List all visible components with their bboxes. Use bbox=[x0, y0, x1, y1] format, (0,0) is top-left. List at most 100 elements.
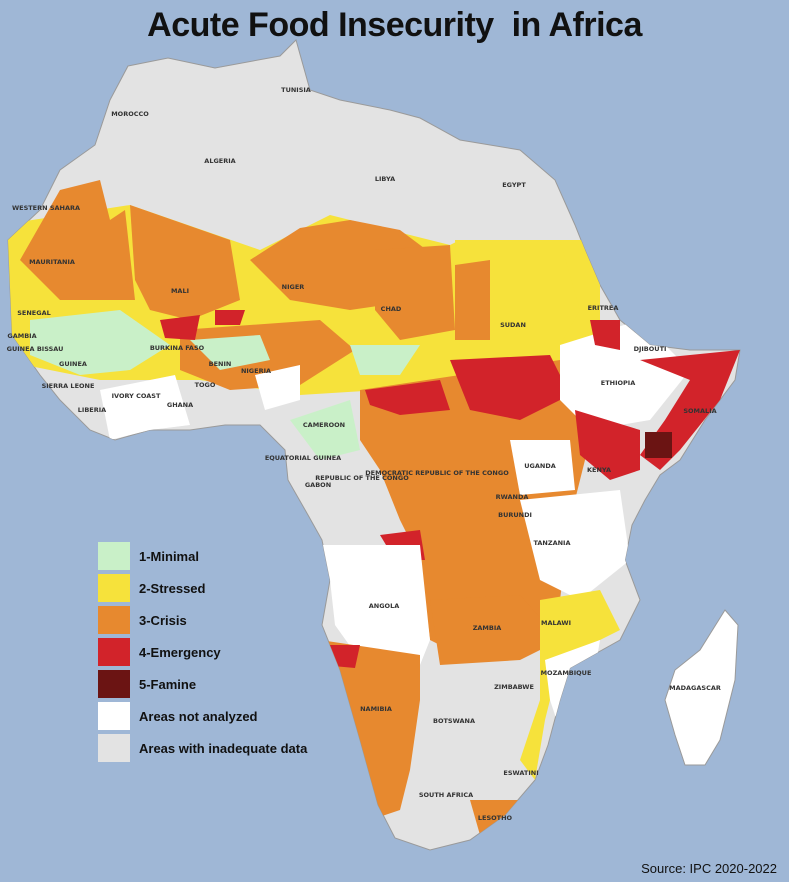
legend-item-inadequate-data: Areas with inadequate data bbox=[98, 732, 307, 764]
legend-swatch-not-analyzed bbox=[98, 702, 130, 730]
legend-label-not-analyzed: Areas not analyzed bbox=[139, 708, 258, 724]
label-lesotho: LESOTHO bbox=[478, 814, 513, 822]
mozambique-crisis-region bbox=[520, 590, 620, 780]
legend-item-stressed: 2-Stressed bbox=[98, 572, 307, 604]
label-burkina-faso: BURKINA FASO bbox=[150, 344, 205, 352]
label-nigeria: NIGERIA bbox=[241, 367, 271, 375]
ghana-unanalyzed bbox=[255, 365, 300, 410]
mali-crisis-region bbox=[130, 205, 240, 320]
legend-swatch-inadequate-data bbox=[98, 734, 130, 762]
label-algeria: ALGERIA bbox=[204, 157, 235, 165]
label-guinea-bissau: GUINEA BISSAU bbox=[7, 345, 64, 353]
label-drc: DEMOCRATIC REPUBLIC OF THE CONGO bbox=[365, 469, 509, 477]
label-tanzania: TANZANIA bbox=[533, 539, 570, 547]
label-chad: CHAD bbox=[381, 305, 402, 313]
legend-swatch-minimal bbox=[98, 542, 130, 570]
label-eritrea: ERITREA bbox=[588, 304, 619, 312]
label-mauritania: MAURITANIA bbox=[29, 258, 75, 266]
nigeria-minimal-region bbox=[350, 345, 420, 375]
burkina-emergency-region bbox=[215, 310, 245, 325]
legend-label-stressed: 2-Stressed bbox=[139, 580, 206, 596]
label-uganda: UGANDA bbox=[524, 462, 556, 470]
chad-crisis-region bbox=[375, 245, 455, 340]
label-egypt: EGYPT bbox=[502, 181, 526, 189]
label-cameroon: CAMEROON bbox=[303, 421, 345, 429]
legend-swatch-emergency bbox=[98, 638, 130, 666]
label-ghana: GHANA bbox=[167, 401, 193, 409]
legend-item-famine: 5-Famine bbox=[98, 668, 307, 700]
legend-label-emergency: 4-Emergency bbox=[139, 644, 221, 660]
label-tunisia: TUNISIA bbox=[281, 86, 311, 94]
label-madagascar: MADAGASCAR bbox=[669, 684, 721, 692]
madagascar bbox=[664, 609, 739, 766]
label-western-sahara: WESTERN SAHARA bbox=[12, 204, 80, 212]
label-zimbabwe: ZIMBABWE bbox=[494, 683, 534, 691]
label-djibouti: DJIBOUTI bbox=[634, 345, 667, 353]
label-zambia: ZAMBIA bbox=[473, 624, 502, 632]
legend-item-not-analyzed: Areas not analyzed bbox=[98, 700, 307, 732]
label-mozambique: MOZAMBIQUE bbox=[541, 669, 592, 677]
label-senegal: SENEGAL bbox=[17, 309, 51, 317]
tanzania-unanalyzed bbox=[520, 490, 630, 600]
label-republic-congo: REPUBLIC OF THE CONGO bbox=[315, 474, 409, 482]
somalia-famine-region bbox=[645, 432, 672, 458]
label-libya: LIBYA bbox=[375, 175, 395, 183]
label-burundi: BURUNDI bbox=[498, 511, 532, 519]
label-ivory-coast: IVORY COAST bbox=[112, 392, 161, 400]
label-ethiopia: ETHIOPIA bbox=[601, 379, 635, 387]
label-equatorial-guinea: EQUATORIAL GUINEA bbox=[265, 454, 341, 462]
legend: 1-Minimal 2-Stressed 3-Crisis 4-Emergenc… bbox=[98, 540, 307, 764]
ethiopia-unanalyzed bbox=[560, 320, 690, 430]
eritrea-emergency-region bbox=[590, 320, 620, 350]
car-emergency-region bbox=[365, 380, 450, 415]
label-malawi: MALAWI bbox=[541, 619, 571, 627]
legend-item-minimal: 1-Minimal bbox=[98, 540, 307, 572]
kenya-emergency-region bbox=[575, 410, 640, 480]
zambia-crisis-region bbox=[430, 595, 560, 665]
mali-emergency-region bbox=[160, 315, 200, 340]
label-guinea: GUINEA bbox=[59, 360, 87, 368]
label-morocco: MOROCCO bbox=[111, 110, 149, 118]
legend-item-crisis: 3-Crisis bbox=[98, 604, 307, 636]
label-niger: NIGER bbox=[282, 283, 305, 291]
label-gambia: GAMBIA bbox=[7, 332, 36, 340]
angola-unanalyzed bbox=[320, 545, 430, 665]
label-sierra-leone: SIERRA LEONE bbox=[42, 382, 95, 390]
legend-item-emergency: 4-Emergency bbox=[98, 636, 307, 668]
label-south-africa: SOUTH AFRICA bbox=[419, 791, 473, 799]
legend-label-minimal: 1-Minimal bbox=[139, 548, 199, 564]
label-liberia: LIBERIA bbox=[78, 406, 106, 414]
ivory-coast-unanalyzed bbox=[100, 375, 190, 440]
label-benin: BENIN bbox=[209, 360, 232, 368]
label-togo: TOGO bbox=[195, 381, 216, 389]
legend-swatch-stressed bbox=[98, 574, 130, 602]
central-africa-crisis-region bbox=[360, 360, 590, 660]
label-rwanda: RWANDA bbox=[496, 493, 529, 501]
central-minimal-region bbox=[190, 335, 270, 370]
mauritania-crisis-region bbox=[20, 180, 135, 300]
legend-label-inadequate-data: Areas with inadequate data bbox=[139, 740, 308, 756]
uganda-unanalyzed bbox=[510, 440, 575, 495]
label-mali: MALI bbox=[171, 287, 189, 295]
south-sudan-emergency-region bbox=[450, 355, 570, 420]
label-botswana: BOTSWANA bbox=[433, 717, 475, 725]
label-somalia: SOMALIA bbox=[683, 407, 716, 415]
cameroon-minimal-region bbox=[290, 400, 360, 460]
source-credit: Source: IPC 2020-2022 bbox=[641, 861, 777, 876]
label-kenya: KENYA bbox=[587, 466, 611, 474]
legend-label-famine: 5-Famine bbox=[139, 676, 197, 692]
legend-label-crisis: 3-Crisis bbox=[139, 612, 187, 628]
southern-crisis-region bbox=[320, 640, 420, 820]
legend-swatch-famine bbox=[98, 670, 130, 698]
label-eswatini: ESWATINI bbox=[503, 769, 538, 777]
label-angola: ANGOLA bbox=[369, 602, 400, 610]
label-namibia: NAMIBIA bbox=[360, 705, 392, 713]
label-sudan: SUDAN bbox=[500, 321, 526, 329]
coastal-minimal-region bbox=[30, 310, 170, 375]
namibia-emergency-region bbox=[318, 645, 360, 668]
country-labels: MOROCCO TUNISIA ALGERIA LIBYA EGYPT WEST… bbox=[7, 86, 721, 822]
label-gabon: GABON bbox=[305, 481, 331, 489]
legend-swatch-crisis bbox=[98, 606, 130, 634]
sudan-crisis-region bbox=[455, 260, 490, 340]
